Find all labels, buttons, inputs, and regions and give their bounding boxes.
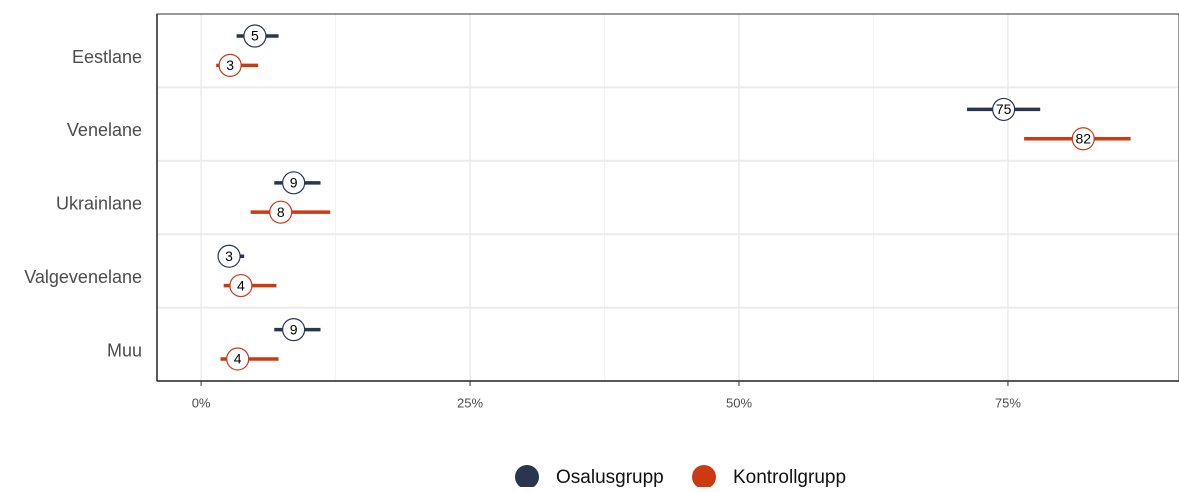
y-tick-label: Ukrainlane — [56, 194, 142, 214]
y-tick-label: Venelane — [67, 120, 142, 140]
y-tick-label: Eestlane — [72, 47, 142, 67]
dot — [992, 97, 1016, 122]
y-tick-label: Muu — [107, 340, 142, 360]
legend-swatch — [515, 465, 539, 489]
dot — [1071, 127, 1095, 151]
legend-label: Osalusgrupp — [556, 467, 664, 487]
data-label: 4 — [234, 351, 242, 367]
legend-swatch — [692, 465, 716, 489]
data-label: 8 — [277, 204, 285, 220]
data-label: 9 — [290, 175, 298, 191]
x-tick-label: 50% — [726, 395, 752, 410]
y-tick-label: Valgevenelane — [24, 267, 142, 287]
dot — [282, 171, 306, 195]
legend-label: Kontrollgrupp — [733, 467, 846, 487]
x-tick-label: 0% — [192, 395, 211, 410]
x-tick-label: 25% — [457, 395, 483, 410]
dot — [226, 347, 250, 371]
data-label: 9 — [290, 321, 298, 337]
data-label: 75 — [996, 101, 1012, 117]
x-tick-label: 75% — [995, 395, 1021, 410]
dot — [229, 273, 253, 298]
data-label: 3 — [225, 248, 233, 264]
data-label: 82 — [1075, 130, 1091, 146]
data-label: 3 — [226, 57, 234, 73]
dot — [217, 244, 241, 268]
data-label: 4 — [237, 277, 245, 293]
dot — [243, 24, 267, 48]
dot — [269, 200, 293, 224]
dot — [218, 53, 242, 77]
plot-border — [156, 13, 1179, 382]
data-label: 5 — [251, 28, 259, 44]
dot — [282, 318, 306, 342]
